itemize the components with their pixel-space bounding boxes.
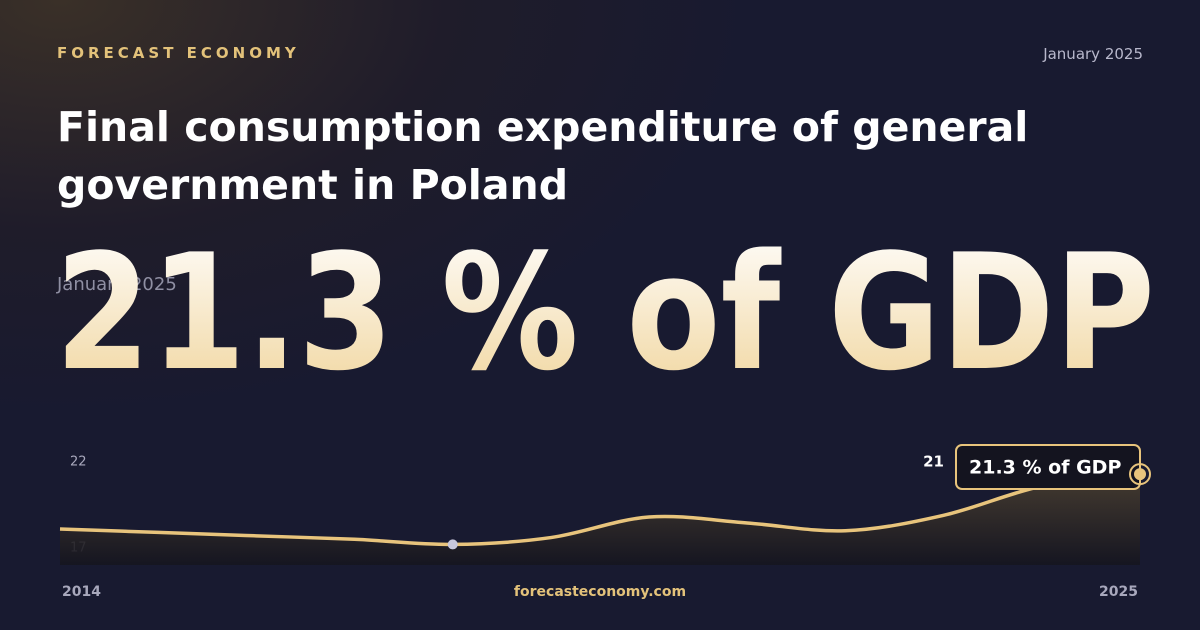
x-tick-label: 2014	[62, 584, 101, 600]
end-marker	[1134, 468, 1146, 481]
footer-url: forecasteconomy.com	[514, 584, 686, 600]
title: Final consumption expenditure of general…	[57, 103, 1029, 209]
line	[59, 472, 1141, 547]
callout-box	[955, 444, 1141, 490]
min-marker	[447, 539, 458, 550]
callout-text: 21.3 % of GDP	[969, 457, 1121, 479]
end-ring	[1129, 463, 1151, 486]
area	[60, 474, 1140, 565]
headline: 21.3 % of GDP	[55, 219, 1155, 406]
x-tick-label: 2025	[1099, 584, 1138, 600]
brand: FORECAST ECONOMY	[57, 44, 300, 62]
ghost-date: January 2025	[56, 274, 177, 295]
last-label: 21	[923, 453, 944, 471]
date: January 2025	[1043, 45, 1143, 63]
y-tick-label: 22	[70, 455, 87, 470]
